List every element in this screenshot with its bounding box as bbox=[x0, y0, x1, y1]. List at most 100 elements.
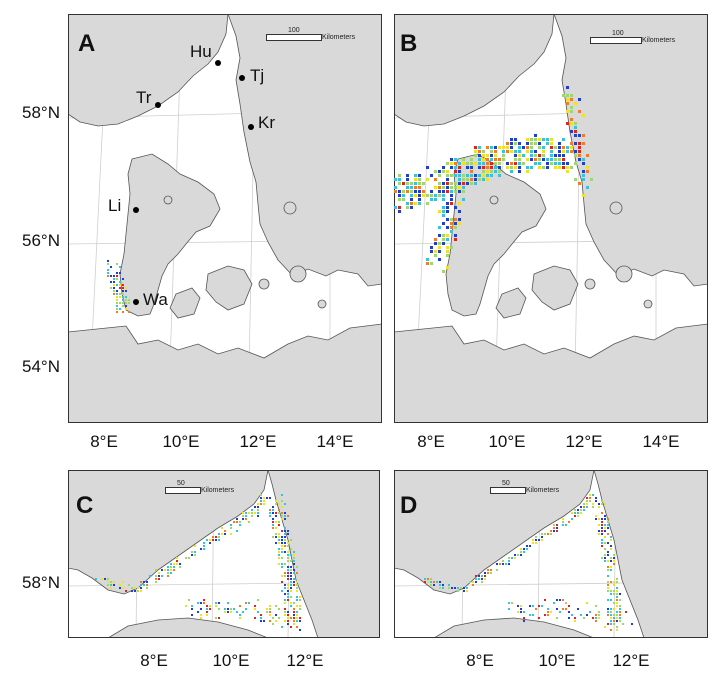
density-cell bbox=[625, 611, 627, 613]
density-cell bbox=[406, 190, 409, 193]
density-cell bbox=[574, 142, 577, 145]
density-cell bbox=[266, 608, 268, 610]
density-cell bbox=[598, 617, 600, 619]
density-cell bbox=[550, 142, 553, 145]
density-cell bbox=[510, 166, 513, 169]
density-cell bbox=[296, 626, 298, 628]
density-cell bbox=[604, 530, 606, 532]
density-cell bbox=[530, 146, 533, 149]
density-cell bbox=[275, 521, 277, 523]
density-cell bbox=[287, 593, 289, 595]
density-cell bbox=[598, 530, 600, 532]
density-cell bbox=[402, 190, 405, 193]
density-cell bbox=[293, 611, 295, 613]
density-cell bbox=[458, 162, 461, 165]
density-cell bbox=[257, 509, 259, 511]
density-cell bbox=[242, 512, 244, 514]
density-cell bbox=[550, 150, 553, 153]
density-cell bbox=[272, 536, 274, 538]
density-cell bbox=[122, 290, 124, 292]
density-cell bbox=[278, 503, 280, 505]
map-panel-d bbox=[394, 470, 708, 638]
density-cell bbox=[586, 500, 588, 502]
density-cell bbox=[140, 590, 142, 592]
map-frame bbox=[394, 14, 708, 423]
density-cell bbox=[107, 581, 109, 583]
density-cell bbox=[242, 611, 244, 613]
density-cell bbox=[454, 158, 457, 161]
density-cell bbox=[406, 182, 409, 185]
density-cell bbox=[571, 512, 573, 514]
density-cell bbox=[450, 194, 453, 197]
density-cell bbox=[490, 170, 493, 173]
density-cell bbox=[601, 521, 603, 523]
density-cell bbox=[427, 578, 429, 580]
density-cell bbox=[450, 182, 453, 185]
density-cell bbox=[287, 611, 289, 613]
density-cell bbox=[140, 587, 142, 589]
density-cell bbox=[290, 581, 292, 583]
density-cell bbox=[498, 146, 501, 149]
density-cell bbox=[470, 178, 473, 181]
density-cell bbox=[281, 548, 283, 550]
density-cell bbox=[458, 222, 461, 225]
density-cell bbox=[293, 602, 295, 604]
density-cell bbox=[505, 563, 507, 565]
density-cell bbox=[119, 302, 121, 304]
density-cell bbox=[188, 599, 190, 601]
density-cell bbox=[122, 278, 124, 280]
lon-label-c-10e: 10°E bbox=[212, 651, 250, 670]
density-cell bbox=[290, 554, 292, 556]
density-cell bbox=[236, 530, 238, 532]
density-cell bbox=[454, 174, 457, 177]
density-cell bbox=[613, 614, 615, 616]
density-cell bbox=[553, 530, 555, 532]
density-cell bbox=[236, 611, 238, 613]
density-cell bbox=[613, 608, 615, 610]
density-cell bbox=[550, 611, 552, 613]
density-cell bbox=[607, 608, 609, 610]
density-cell bbox=[496, 563, 498, 565]
density-cell bbox=[290, 566, 292, 568]
density-cell bbox=[442, 234, 445, 237]
density-cell bbox=[482, 166, 485, 169]
density-cell bbox=[458, 190, 461, 193]
density-cell bbox=[197, 602, 199, 604]
density-cell bbox=[284, 515, 286, 517]
density-cell bbox=[578, 154, 581, 157]
density-cell bbox=[568, 605, 570, 607]
lon-label-a-10e: 10°E bbox=[162, 432, 200, 451]
density-cell bbox=[518, 166, 521, 169]
density-cell bbox=[119, 272, 121, 274]
density-cell bbox=[284, 536, 286, 538]
density-cell bbox=[269, 608, 271, 610]
density-cell bbox=[454, 186, 457, 189]
map-panel-b bbox=[394, 14, 708, 423]
density-cell bbox=[438, 190, 441, 193]
density-cell bbox=[583, 509, 585, 511]
density-cell bbox=[529, 545, 531, 547]
density-cell bbox=[128, 584, 130, 586]
density-cell bbox=[554, 146, 557, 149]
site-marker bbox=[239, 75, 245, 81]
density-cell bbox=[532, 539, 534, 541]
density-cell bbox=[442, 206, 445, 209]
density-cell bbox=[272, 512, 274, 514]
density-cell bbox=[538, 162, 541, 165]
density-cell bbox=[482, 178, 485, 181]
density-cell bbox=[526, 166, 529, 169]
density-cell bbox=[574, 126, 577, 129]
density-cell bbox=[296, 590, 298, 592]
density-cell bbox=[410, 198, 413, 201]
density-cell bbox=[616, 611, 618, 613]
density-cell bbox=[592, 506, 594, 508]
density-cell bbox=[284, 518, 286, 520]
density-cell bbox=[610, 623, 612, 625]
density-cell bbox=[287, 575, 289, 577]
site-label-hu: Hu bbox=[190, 42, 212, 61]
density-cell bbox=[446, 234, 449, 237]
density-cell bbox=[272, 527, 274, 529]
site-marker bbox=[133, 207, 139, 213]
density-cell bbox=[450, 218, 453, 221]
density-cell bbox=[281, 512, 283, 514]
